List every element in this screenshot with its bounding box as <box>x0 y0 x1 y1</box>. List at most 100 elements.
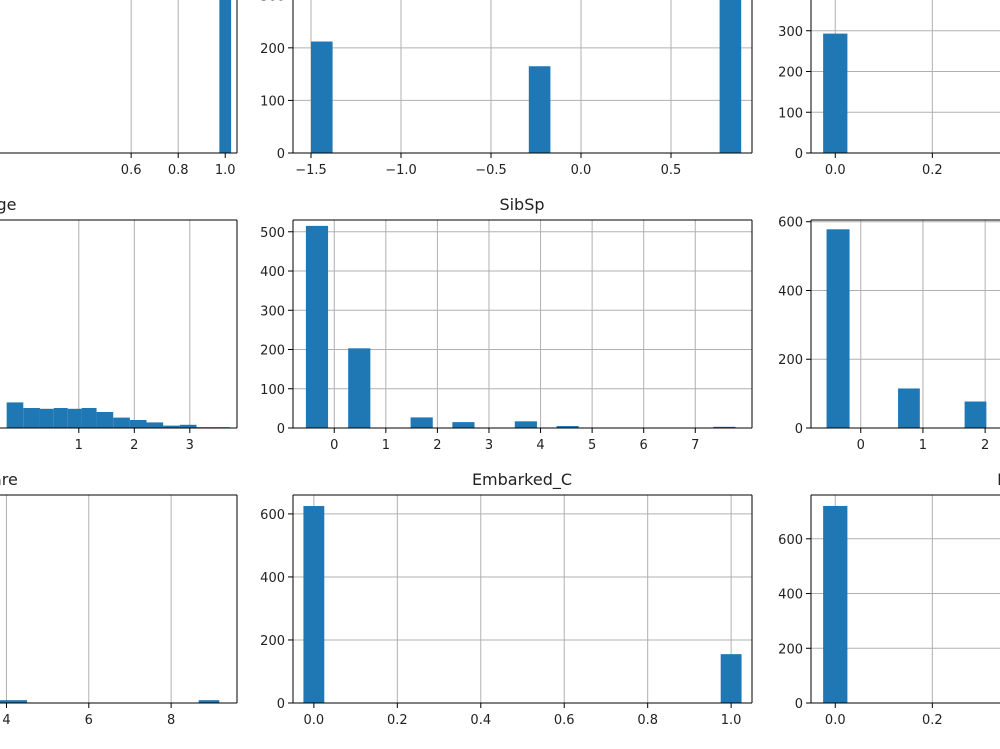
x-tick-label: 0.8 <box>168 163 189 178</box>
x-tick-label: 0.6 <box>121 163 142 178</box>
histogram-bar-0 <box>0 700 7 703</box>
y-tick-label: 0 <box>795 697 803 712</box>
histogram-bar-0 <box>305 225 329 428</box>
y-tick-label: 400 <box>260 265 285 280</box>
plot-area <box>0 495 220 703</box>
y-tick-label: 100 <box>260 383 285 398</box>
subplot-title: Age <box>0 195 16 214</box>
histogram-bar-7 <box>113 417 130 428</box>
y-tick-label: 200 <box>260 344 285 359</box>
x-tick-label: 4 <box>2 713 10 728</box>
subplot-r3c2: 0.0 0.2 0.4 0.6 0.8 1.0 0 200 400 600 Embarked_C <box>260 470 753 728</box>
x-tick-label: 1.0 <box>721 713 742 728</box>
y-tick-label: 300 <box>778 25 803 40</box>
y-tick-label: 600 <box>260 508 285 523</box>
x-tick-label: 0 <box>330 438 338 453</box>
x-tick-label: 0 <box>857 438 865 453</box>
histogram-bar-0 <box>826 229 850 428</box>
histogram-bar-9 <box>146 422 164 428</box>
x-tick-label: 5 <box>588 438 596 453</box>
x-tick-label: 0.6 <box>554 713 575 728</box>
x-tick-label: −0.5 <box>475 163 507 178</box>
subplot-r1c2: −1.5 −1.0 −0.5 0.0 0.5 0 100 200 300 <box>260 0 753 178</box>
plot-area <box>811 0 1000 153</box>
x-tick-label: 8 <box>167 713 175 728</box>
plot-area <box>293 495 752 703</box>
histogram-bar-2 <box>719 0 742 153</box>
histogram-bar-2 <box>39 408 54 428</box>
y-tick-label: 200 <box>260 634 285 649</box>
y-tick-label: 0 <box>795 422 803 437</box>
histogram-bar-4 <box>67 408 82 428</box>
histogram-bar-1 <box>348 348 371 428</box>
y-tick-label: 400 <box>778 588 803 603</box>
x-tick-label: 2 <box>433 438 441 453</box>
histogram-bar-5 <box>81 408 97 428</box>
x-tick-label: 6 <box>640 438 648 453</box>
y-tick-label: 200 <box>778 66 803 81</box>
histogram-bar-0 <box>219 0 232 153</box>
histogram-bar-3 <box>452 422 475 428</box>
y-tick-label: 100 <box>778 106 803 121</box>
histogram-bar-1 <box>528 66 551 153</box>
y-tick-label: 200 <box>260 42 285 57</box>
plot-area <box>293 0 752 153</box>
subplot-r1c3: 0.00.20.40100200300 <box>778 0 1000 178</box>
x-tick-label: 1 <box>919 438 927 453</box>
histogram-bar-2 <box>964 401 987 428</box>
plot-area <box>811 220 1000 428</box>
histogram-bar-10 <box>163 425 180 428</box>
histogram-bar-1 <box>23 408 40 428</box>
histogram-bar-2 <box>198 700 220 703</box>
histogram-bar-11 <box>179 424 197 428</box>
x-tick-label: 7 <box>691 438 699 453</box>
x-tick-label: 0.4 <box>470 713 491 728</box>
subplot-r2c1: 1 2 3 Age <box>0 195 238 453</box>
y-tick-label: 0 <box>277 147 285 162</box>
plot-area <box>130 0 232 153</box>
subplot-title: Embarked_C <box>472 470 572 490</box>
histogram-bar-1 <box>720 654 742 703</box>
x-tick-label: 2 <box>981 438 989 453</box>
histogram-bar-3 <box>53 408 68 428</box>
x-tick-label: 1.0 <box>215 163 236 178</box>
x-tick-label: 1 <box>382 438 390 453</box>
x-tick-label: 0.0 <box>571 163 592 178</box>
y-tick-label: 300 <box>260 304 285 319</box>
x-tick-label: 0.2 <box>922 713 943 728</box>
histogram-bar-6 <box>713 426 736 428</box>
y-tick-label: 200 <box>778 353 803 368</box>
y-tick-label: 0 <box>277 697 285 712</box>
x-tick-label: 0.0 <box>304 713 325 728</box>
histogram-bar-5 <box>556 426 579 428</box>
subplot-title: Em <box>997 470 1000 489</box>
x-tick-label: 0.2 <box>387 713 408 728</box>
x-tick-label: 0.5 <box>661 163 682 178</box>
y-tick-label: 600 <box>778 533 803 548</box>
y-tick-label: 400 <box>260 571 285 586</box>
histogram-bar-0 <box>311 41 333 153</box>
histogram-bar-6 <box>96 412 114 428</box>
x-tick-label: 0.0 <box>825 713 846 728</box>
x-tick-label: −1.5 <box>295 163 327 178</box>
y-tick-label: 400 <box>778 284 803 299</box>
y-tick-label: 0 <box>795 147 803 162</box>
subplot-r1c1: 0.6 0.8 1.0 <box>0 0 238 178</box>
histogram-bar-0 <box>303 506 325 703</box>
histogram-bar-0 <box>823 33 848 153</box>
y-tick-label: 300 <box>260 0 285 4</box>
histogram-bar-2 <box>410 417 433 428</box>
subplot-r2c3: 0 1 2 0 200 400 600 <box>778 216 1000 453</box>
x-tick-label: 3 <box>485 438 493 453</box>
x-tick-label: 1 <box>75 438 83 453</box>
plot-area <box>6 220 230 428</box>
y-tick-label: 100 <box>260 94 285 109</box>
x-tick-label: 2 <box>130 438 138 453</box>
x-tick-label: 0.0 <box>825 163 846 178</box>
x-tick-label: 0.2 <box>922 163 943 178</box>
histogram-bar-0 <box>823 505 848 703</box>
y-tick-label: 500 <box>260 226 285 241</box>
histogram-bar-0 <box>6 402 24 428</box>
subplot-r3c1: 4 6 8 Fare <box>0 470 238 728</box>
